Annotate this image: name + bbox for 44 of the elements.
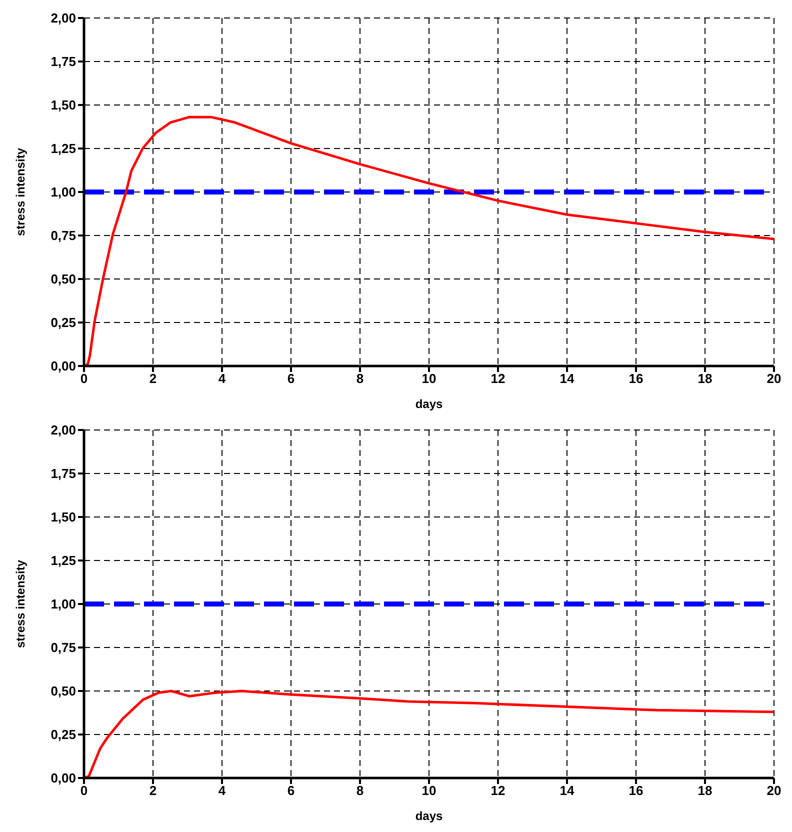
- x-tick-label: 16: [628, 371, 644, 386]
- x-tick-label: 14: [560, 783, 575, 798]
- y-tick-label: 0,25: [50, 315, 76, 330]
- y-tick-label: 0,75: [50, 228, 76, 244]
- y-tick-label: 1,25: [50, 553, 76, 568]
- y-tick-label: 1,00: [50, 596, 76, 612]
- x-tick-label: 20: [766, 371, 782, 386]
- y-tick-label: 1,25: [50, 141, 76, 156]
- x-tick-label: 0: [80, 783, 88, 798]
- y-tick-label: 2,00: [50, 422, 76, 438]
- x-tick-label: 18: [698, 783, 712, 798]
- y-tick-label: 0,50: [50, 272, 76, 287]
- x-tick-label: 2: [149, 783, 157, 798]
- y-tick-label: 2,00: [50, 10, 76, 26]
- x-tick-label: 4: [218, 783, 226, 798]
- x-tick-label: 8: [356, 783, 364, 798]
- x-tick-label: 2: [149, 371, 157, 386]
- y-tick-label: 1,75: [50, 54, 76, 70]
- x-tick-label: 6: [287, 783, 295, 798]
- x-tick-label: 6: [287, 371, 295, 386]
- y-tick-label: 0,25: [50, 727, 76, 742]
- x-tick-label: 18: [698, 371, 712, 386]
- x-tick-label: 8: [356, 371, 364, 386]
- x-tick-label: 14: [560, 371, 575, 386]
- y-tick-label: 0,00: [50, 770, 76, 786]
- y-tick-label: 1,50: [50, 510, 76, 525]
- y-tick-label: 1,00: [50, 184, 76, 200]
- y-tick-label: 1,75: [50, 466, 76, 482]
- x-tick-label: 4: [218, 371, 226, 386]
- y-tick-label: 0,00: [50, 358, 76, 374]
- x-tick-label: 0: [80, 371, 88, 386]
- y-tick-label: 1,50: [50, 98, 76, 113]
- x-tick-label: 10: [422, 783, 436, 798]
- x-tick-label: 16: [628, 783, 644, 798]
- x-tick-label: 10: [422, 371, 436, 386]
- x-tick-label: 12: [490, 783, 506, 798]
- x-axis-title: days: [415, 397, 443, 411]
- x-tick-label: 20: [766, 783, 782, 798]
- y-tick-label: 0,75: [50, 640, 76, 656]
- x-tick-label: 12: [490, 371, 506, 386]
- y-axis-title: stress intensity: [13, 560, 28, 648]
- y-axis-title: stress intensity: [13, 148, 28, 236]
- y-tick-label: 0,50: [50, 684, 76, 699]
- x-axis-title: days: [415, 809, 443, 823]
